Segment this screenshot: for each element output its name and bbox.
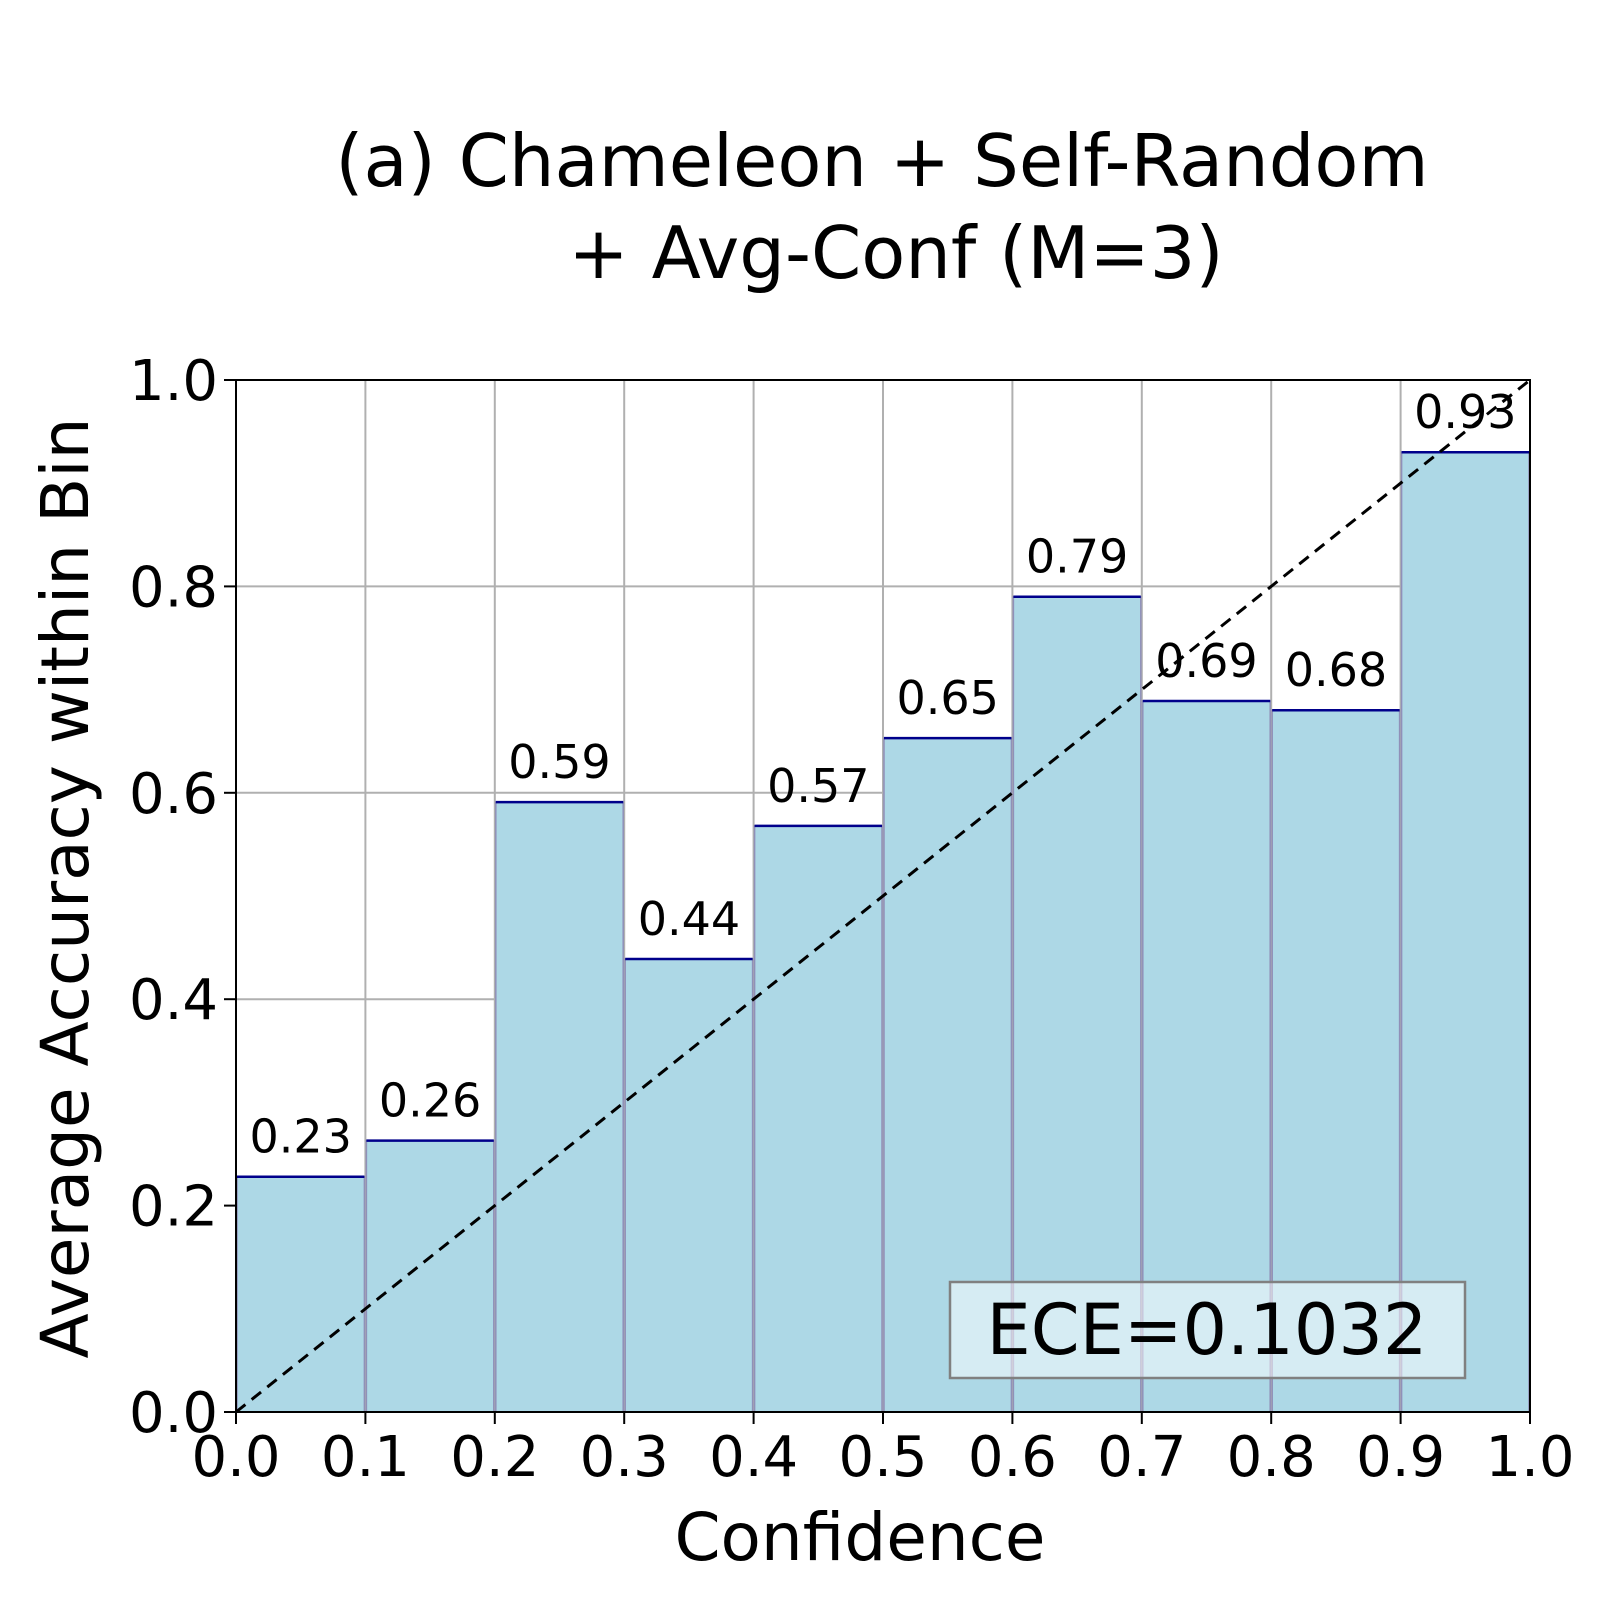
x-tick-label-3: 0.3 — [580, 1425, 669, 1490]
x-tick-label-0: 0.0 — [191, 1425, 280, 1490]
bar-bin-0 — [236, 1175, 366, 1413]
bar-value-label-1: 0.26 — [379, 1074, 481, 1128]
x-tick-label-10: 1.0 — [1485, 1425, 1574, 1490]
bar-value-label-3: 0.44 — [638, 892, 740, 946]
bar-bin-2 — [495, 801, 624, 1413]
x-tick-label-1: 0.1 — [321, 1425, 410, 1490]
bar-value-labels: 0.23 0.26 0.59 0.44 0.57 0.65 0.79 0.69 0.68 0.93 — [249, 385, 1516, 1163]
y-tick-label-2: 0.4 — [129, 968, 218, 1033]
bar-bin-4 — [753, 825, 883, 1413]
bar-value-label-6: 0.79 — [1026, 530, 1128, 584]
bars — [236, 450, 1530, 1413]
bar-value-label-7: 0.69 — [1155, 634, 1257, 688]
perfect-calibration-diagonal — [235, 378, 1531, 1414]
chart-title: (a) Chameleon + Self-Random + Avg-Conf (… — [335, 119, 1428, 295]
x-tick-label-4: 0.4 — [709, 1425, 798, 1490]
x-tick-label-7: 0.7 — [1097, 1425, 1186, 1490]
x-axis-label: Confidence — [674, 1499, 1045, 1576]
y-axis-label: Average Accuracy within Bin — [27, 418, 104, 1359]
y-tick-label-0: 0.0 — [129, 1381, 218, 1446]
y-tick-label-1: 0.2 — [129, 1175, 218, 1240]
bar-value-label-2: 0.59 — [508, 735, 610, 789]
bar-bin-3 — [624, 958, 754, 1413]
bar-bin-9 — [1400, 451, 1530, 1413]
bar-value-label-8: 0.68 — [1285, 643, 1387, 697]
bar-value-label-9: 0.93 — [1414, 385, 1516, 439]
chart-title-line-2: + Avg-Conf (M=3) — [568, 211, 1223, 295]
chart-title-line-1: (a) Chameleon + Self-Random — [335, 119, 1428, 203]
y-tick-label-3: 0.6 — [129, 762, 218, 827]
bar-bin-6 — [1012, 595, 1142, 1413]
x-tick-label-8: 0.8 — [1227, 1425, 1316, 1490]
x-tick-label-5: 0.5 — [838, 1425, 927, 1490]
bar-bin-1 — [365, 1139, 495, 1413]
y-tick-label-5: 1.0 — [129, 349, 218, 414]
ece-annotation-box — [948, 1280, 1467, 1380]
bar-value-label-4: 0.57 — [767, 759, 869, 813]
bar-value-label-5: 0.65 — [896, 671, 998, 725]
x-tick-label-9: 0.9 — [1356, 1425, 1445, 1490]
ece-annotation-text: ECE=0.1032 — [987, 1289, 1428, 1371]
x-tick-label-2: 0.2 — [450, 1425, 539, 1490]
x-axis-ticks: 0.0 0.1 0.2 0.3 0.4 0.5 0.6 0.7 0.8 0.9 1.0 — [191, 1412, 1575, 1490]
y-tick-label-4: 0.8 — [129, 555, 218, 620]
bar-value-label-0: 0.23 — [249, 1110, 351, 1164]
x-tick-label-6: 0.6 — [968, 1425, 1057, 1490]
y-axis-ticks: 0.0 0.2 0.4 0.6 0.8 1.0 — [129, 349, 236, 1446]
ece-annotation: ECE=0.1032 — [948, 1280, 1467, 1380]
